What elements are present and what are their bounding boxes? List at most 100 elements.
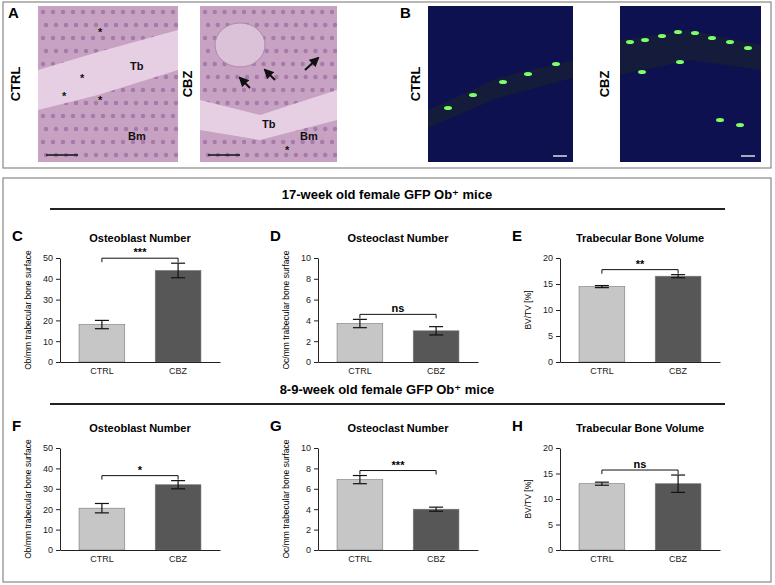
bar	[155, 270, 201, 362]
tick-label: 0	[306, 357, 311, 367]
tick-mark	[314, 362, 318, 363]
chart: 05101520CTRLCBZTrabecular Bone VolumeBV/…	[512, 417, 721, 564]
tick-label: 4	[306, 505, 311, 515]
cell	[154, 153, 158, 157]
tick-mark	[556, 474, 560, 475]
cell	[141, 114, 145, 118]
axis-line	[319, 362, 479, 363]
cell	[174, 127, 178, 131]
panel-label: H	[512, 417, 523, 434]
error-bar-part	[353, 327, 367, 328]
tick-mark	[314, 550, 318, 551]
error-bar-part	[595, 485, 609, 486]
cell	[203, 36, 207, 40]
cell	[101, 10, 105, 14]
gfp-cell	[676, 60, 684, 64]
cell	[252, 10, 256, 14]
gfp-cell	[744, 46, 752, 50]
cell	[64, 127, 68, 131]
tick: 40	[43, 274, 60, 284]
cell	[333, 127, 337, 131]
chart-title: Osteoclast Number	[348, 422, 450, 434]
cell	[134, 101, 138, 105]
significance-label: **	[636, 258, 645, 270]
error-bar	[429, 507, 443, 511]
tick-mark	[314, 258, 318, 259]
micrograph-label: *	[98, 26, 103, 38]
error-bar-part	[359, 476, 360, 484]
cell	[164, 75, 168, 79]
cell	[134, 23, 138, 27]
cell	[216, 23, 220, 27]
tick-mark	[556, 499, 560, 500]
tick-mark	[556, 258, 560, 259]
section-rule	[50, 208, 725, 210]
tick: CTRL	[348, 362, 372, 376]
cell	[91, 10, 95, 14]
axis-line	[60, 259, 61, 363]
cell	[171, 140, 175, 144]
cell	[91, 36, 95, 40]
frame	[3, 2, 771, 168]
chart-title: Osteoblast Number	[89, 232, 191, 244]
cell	[242, 10, 246, 14]
cell	[271, 10, 275, 14]
error-bar	[95, 320, 109, 328]
condition-label: CTRL	[408, 67, 423, 102]
cell	[330, 62, 334, 66]
bracket-line	[102, 476, 178, 480]
cell	[252, 140, 256, 144]
vessel	[215, 23, 265, 67]
tick-label: CTRL	[590, 366, 614, 376]
x-axis: CTRL CBZ	[319, 362, 479, 376]
cell	[213, 62, 217, 66]
section-header: 8-9-week old female GFP Ob⁺ mice	[280, 382, 495, 397]
tick-label: 20	[543, 443, 553, 453]
cell	[71, 36, 75, 40]
cell	[206, 75, 210, 79]
tick: 40	[43, 464, 60, 474]
section-rule	[50, 403, 725, 405]
cell	[310, 10, 314, 14]
bar	[79, 325, 125, 362]
x-axis: CTRLCBZ	[561, 362, 721, 376]
cell	[291, 36, 295, 40]
cell	[124, 153, 128, 157]
tick-mark	[314, 448, 318, 449]
micrograph	[200, 6, 337, 162]
significance-bracket: ***	[102, 246, 178, 262]
arrow	[265, 70, 275, 80]
cell	[284, 49, 288, 53]
tick-label: 4	[306, 316, 311, 326]
cell	[111, 114, 115, 118]
chart: 0246810CTRLCBZOsteoclast NumberOc/mm tra…	[270, 227, 479, 376]
axis-line	[60, 449, 61, 551]
error-bar-part	[595, 287, 609, 288]
tick-mark	[56, 362, 60, 363]
tick-label: 50	[43, 253, 53, 263]
cell	[91, 140, 95, 144]
cell	[121, 114, 125, 118]
tick-label: 20	[43, 505, 53, 515]
tick: 20	[543, 443, 560, 453]
error-bar	[171, 481, 185, 489]
cell	[131, 114, 135, 118]
chart: 05101520CTRLCBZTrabecular Bone VolumeBV/…	[512, 227, 721, 376]
tick-label: 40	[43, 274, 53, 284]
cell	[41, 10, 45, 14]
cell	[164, 101, 168, 105]
cell	[261, 88, 265, 92]
cell	[203, 88, 207, 92]
arrow	[240, 78, 250, 88]
bracket-line	[602, 270, 678, 274]
trabecula	[38, 30, 178, 110]
tick-mark	[556, 362, 560, 363]
tick-label: 2	[306, 525, 311, 535]
panel-label: E	[512, 227, 522, 244]
cell	[264, 23, 268, 27]
tick-label: CTRL	[348, 366, 372, 376]
y-axis: 0246810	[301, 443, 319, 555]
scale-bar	[46, 154, 78, 156]
tick-label: CBZ	[427, 366, 446, 376]
tick: 10	[301, 253, 318, 263]
